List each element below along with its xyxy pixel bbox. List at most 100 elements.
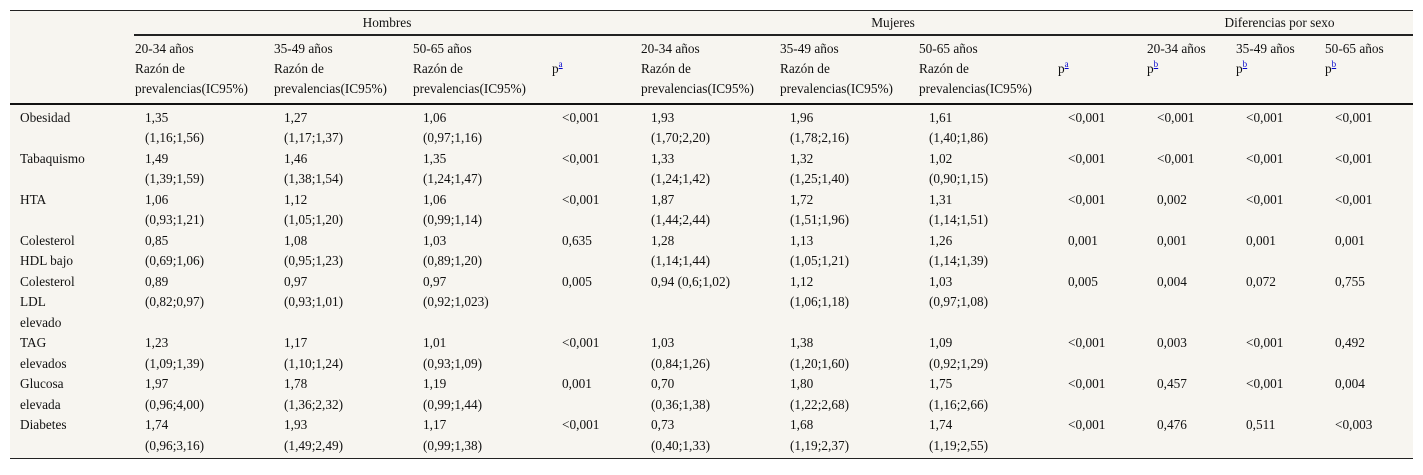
- prevalence-ratio-value: 1,06: [423, 109, 447, 125]
- confidence-interval: (1,40;1,86): [929, 130, 989, 145]
- confidence-interval: (0,89;1,20): [423, 253, 483, 268]
- p-text: p: [1236, 60, 1243, 76]
- table-row: Diabetes 1,74 (0,96;3,16) 1,93 (1,49;2,49) 1,…: [10, 415, 1413, 458]
- prevalence-ratio-value: 1,87: [651, 191, 675, 207]
- women-p-value: <0,001: [1068, 335, 1106, 350]
- women-prevalence-ratio-cell: 1,38 (1,20;1,60): [779, 333, 918, 374]
- men-prevalence-ratio-cell: 1,17 (1,10;1,24): [273, 333, 412, 374]
- row-label-line: Diabetes: [20, 417, 67, 432]
- women-prevalence-ratio-cell: 1,02 (0,90;1,15): [918, 149, 1057, 190]
- footnote-superscript: b: [1154, 58, 1159, 70]
- women-prevalence-ratio-cell: 1,09 (0,92;1,29): [918, 333, 1057, 374]
- row-label-line: elevada: [20, 396, 61, 412]
- table-row: HTA 1,06 (0,93;1,21) 1,12 (1,05;1,20) 1,06 (0,…: [10, 190, 1413, 231]
- prevalence-table-container: Hombres Mujeres Diferencias por sexo 20-…: [10, 10, 1414, 459]
- confidence-interval: (1,19;2,37): [790, 437, 850, 453]
- confidence-interval: (1,25;1,40): [790, 171, 850, 186]
- confidence-interval: (0,84;1,26): [651, 355, 711, 371]
- confidence-interval: (1,78;2,16): [790, 130, 850, 145]
- p-label: pa: [552, 59, 640, 79]
- sex-difference-p-value: 0,457: [1157, 376, 1187, 391]
- prevalence-ratio-value: 1,80: [790, 376, 814, 391]
- women-p-value: <0,001: [1068, 417, 1106, 432]
- women-p-value: <0,001: [1068, 109, 1106, 125]
- men-prevalence-ratio-cell: 1,03 (0,89;1,20): [412, 231, 551, 272]
- column-header-diferencias-0: 20-34 años pb: [1146, 35, 1235, 104]
- men-p-value: <0,001: [562, 150, 600, 166]
- confidence-interval: (1,14;1,39): [929, 253, 989, 268]
- prevalence-ratio-value: 1,32: [790, 150, 814, 166]
- sex-difference-p-value: 0,511: [1246, 417, 1276, 432]
- confidence-interval: (1,16;1,56): [145, 130, 205, 145]
- sex-difference-p-value: <0,001: [1335, 150, 1373, 166]
- sex-difference-p-value: 0,002: [1157, 191, 1187, 207]
- sex-difference-p-value: 0,001: [1246, 232, 1276, 248]
- men-prevalence-ratio-cell: 1,74 (0,96;3,16): [134, 415, 273, 458]
- row-label: Obesidad: [10, 104, 134, 149]
- rp-label-line2: prevalencias(IC95%): [413, 80, 526, 96]
- prevalence-ratio-value: 1,96: [790, 109, 814, 125]
- women-prevalence-ratio-cell: 1,87 (1,44;2,44): [640, 190, 779, 231]
- confidence-interval: (0,93;1,21): [145, 212, 205, 227]
- rp-label-line1: Razón de: [919, 60, 969, 76]
- women-prevalence-ratio-cell: 1,93 (1,70;2,20): [640, 104, 779, 149]
- confidence-interval: (0,97;1,08): [929, 294, 989, 309]
- prevalence-ratio-value: 1,06: [145, 191, 169, 207]
- men-prevalence-ratio-cell: 1,49 (1,39;1,59): [134, 149, 273, 190]
- prevalence-ratio-value: 1,31: [929, 191, 953, 207]
- confidence-interval: (1,70;2,20): [651, 130, 711, 145]
- table-row: Glucosa elevada 1,97 (0,96;4,00) 1,78 (1,36;2…: [10, 374, 1413, 415]
- prevalence-ratio-value: 1,35: [423, 150, 447, 166]
- sex-difference-p-value: <0,001: [1246, 109, 1284, 125]
- footnote-link-b[interactable]: b: [1242, 59, 1248, 70]
- column-header-hombres-1: 35-49 años Razón de prevalencias(IC95%): [273, 35, 412, 104]
- footnote-link-b[interactable]: b: [1153, 59, 1159, 70]
- row-label-line: TAG: [20, 335, 47, 350]
- men-prevalence-ratio-cell: 0,89 (0,82;0,97): [134, 272, 273, 334]
- men-p-value: <0,001: [562, 417, 600, 432]
- prevalence-ratio-value: 0,94 (0,6;1,02): [651, 273, 731, 289]
- sex-difference-p-value: <0,001: [1246, 376, 1284, 391]
- age-group-label: 50-65 años: [919, 40, 978, 56]
- rp-label-line2: prevalencias(IC95%): [641, 80, 754, 96]
- group-header-mujeres: Mujeres: [640, 11, 1147, 36]
- p-text: p: [1147, 60, 1154, 76]
- column-subheaders: 20-34 años Razón de prevalencias(IC95%) 35-…: [10, 35, 1414, 104]
- women-prevalence-ratio-cell: 1,26 (1,14;1,39): [918, 231, 1057, 272]
- men-p-value: <0,001: [562, 191, 600, 207]
- women-p-value: <0,001: [1068, 150, 1106, 166]
- confidence-interval: (1,24;1,42): [651, 171, 711, 186]
- row-label-line: Colesterol: [20, 273, 75, 289]
- empty-corner: [10, 11, 134, 35]
- confidence-interval: (1,24;1,47): [423, 171, 483, 186]
- sex-difference-p-value: 0,492: [1335, 335, 1365, 350]
- row-label: HTA: [10, 190, 134, 231]
- men-p-value: 0,001: [562, 376, 592, 391]
- footnote-link-b[interactable]: b: [1331, 59, 1337, 70]
- confidence-interval: (0,99;1,14): [423, 212, 483, 227]
- women-prevalence-ratio-cell: 0,70 (0,36;1,38): [640, 374, 779, 415]
- women-prevalence-ratio-cell: 1,74 (1,19;2,55): [918, 415, 1057, 458]
- confidence-interval: (0,92;1,29): [929, 355, 989, 371]
- men-prevalence-ratio-cell: 1,78 (1,36;2,32): [273, 374, 412, 415]
- men-prevalence-ratio-cell: 1,35 (1,24;1,47): [412, 149, 551, 190]
- confidence-interval: (0,82;0,97): [145, 294, 205, 309]
- group-header-diferencias: Diferencias por sexo: [1146, 11, 1414, 36]
- column-header-diferencias-2: 50-65 años pb: [1324, 35, 1413, 104]
- men-prevalence-ratio-cell: 1,06 (0,99;1,14): [412, 190, 551, 231]
- confidence-interval: (0,99;1,44): [423, 396, 483, 412]
- confidence-interval: (0,99;1,38): [423, 437, 483, 453]
- prevalence-ratio-value: 1,72: [790, 191, 814, 207]
- row-label-line: Tabaquismo: [20, 150, 85, 166]
- footnote-link-a[interactable]: a: [1064, 59, 1069, 70]
- men-prevalence-ratio-cell: 1,27 (1,17;1,37): [273, 104, 412, 149]
- confidence-interval: (0,95;1,23): [284, 253, 344, 268]
- p-label: pb: [1236, 59, 1324, 79]
- row-label: Colesterol LDL elevado: [10, 272, 134, 334]
- women-prevalence-ratio-cell: 1,03 (0,97;1,08): [918, 272, 1057, 334]
- spacer: [552, 39, 640, 59]
- rp-label-line2: prevalencias(IC95%): [780, 80, 893, 96]
- row-label: Diabetes: [10, 415, 134, 458]
- confidence-interval: (1,05;1,20): [284, 212, 344, 227]
- footnote-link-a[interactable]: a: [558, 59, 563, 70]
